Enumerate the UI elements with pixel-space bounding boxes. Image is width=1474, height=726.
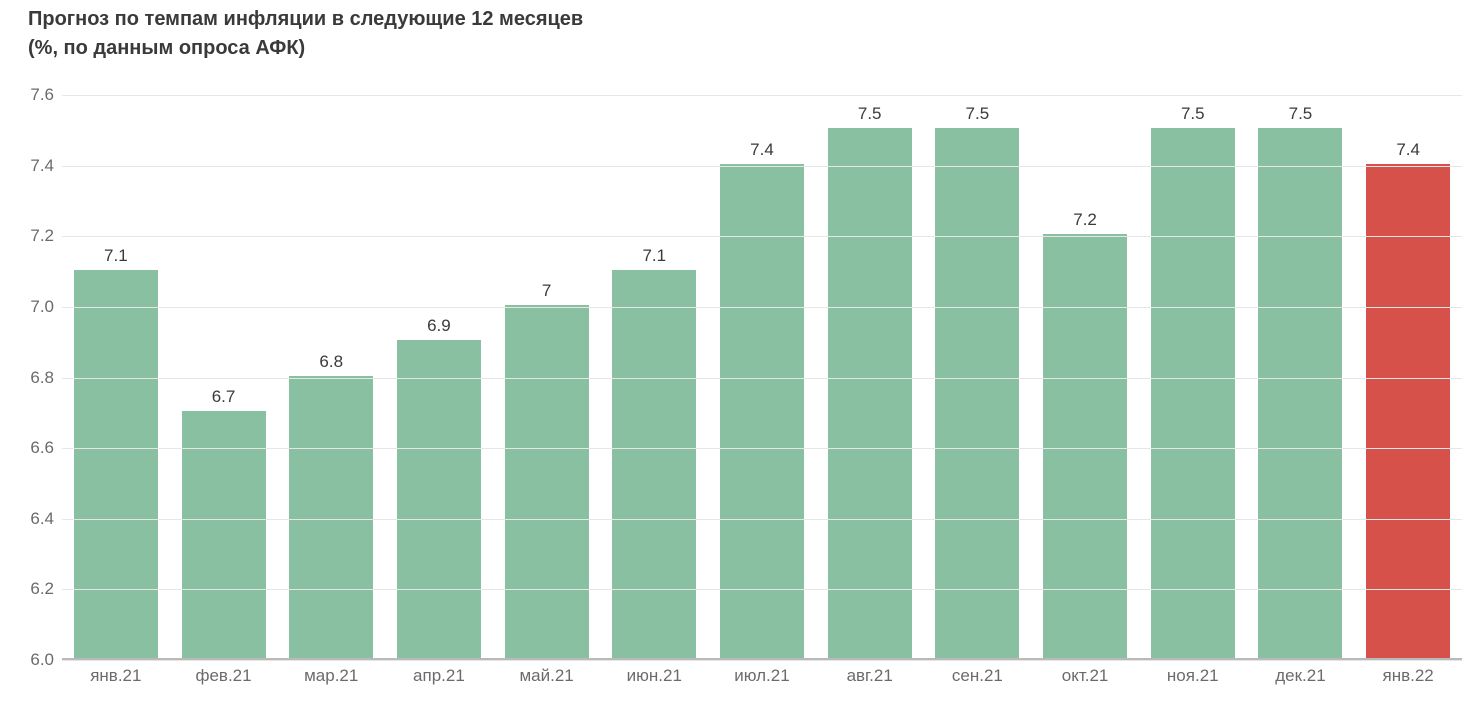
- bar: 7.5: [828, 128, 912, 658]
- bar: 7.1: [74, 270, 158, 658]
- bar-slot: 7.2окт.21: [1031, 95, 1139, 658]
- bar-value-label: 6.7: [212, 387, 236, 407]
- plot-area: 7.1янв.216.7фев.216.8мар.216.9апр.217май…: [62, 95, 1462, 660]
- grid-line: [62, 95, 1462, 96]
- y-tick-label: 6.2: [30, 579, 54, 599]
- bars-container: 7.1янв.216.7фев.216.8мар.216.9апр.217май…: [62, 95, 1462, 658]
- x-tick-label: янв.21: [90, 666, 141, 686]
- bar-slot: 7.5авг.21: [816, 95, 924, 658]
- grid-line: [62, 589, 1462, 590]
- x-tick-label: янв.22: [1383, 666, 1434, 686]
- bar-slot: 7.5сен.21: [924, 95, 1032, 658]
- bar-slot: 7.5ноя.21: [1139, 95, 1247, 658]
- bar-value-label: 7.5: [1289, 104, 1313, 124]
- bar-value-label: 7.4: [1396, 140, 1420, 160]
- x-tick-label: авг.21: [847, 666, 893, 686]
- bar-value-label: 7.5: [858, 104, 882, 124]
- bar-value-label: 7.5: [1181, 104, 1205, 124]
- bar-value-label: 7: [542, 281, 551, 301]
- bar-slot: 7май.21: [493, 95, 601, 658]
- chart-title-line2: (%, по данным опроса АФК): [28, 37, 583, 60]
- bar: 7.5: [1151, 128, 1235, 658]
- chart-title: Прогноз по темпам инфляции в следующие 1…: [28, 8, 583, 60]
- bar-value-label: 7.1: [642, 246, 666, 266]
- bar-value-label: 7.1: [104, 246, 128, 266]
- x-tick-label: май.21: [519, 666, 573, 686]
- grid-line: [62, 236, 1462, 237]
- bar-value-label: 6.9: [427, 316, 451, 336]
- grid-line: [62, 519, 1462, 520]
- bar: 7.5: [935, 128, 1019, 658]
- x-tick-label: мар.21: [304, 666, 358, 686]
- x-tick-label: апр.21: [413, 666, 465, 686]
- x-tick-label: окт.21: [1062, 666, 1109, 686]
- bar-value-label: 6.8: [319, 352, 343, 372]
- bar-slot: 7.1июн.21: [600, 95, 708, 658]
- y-tick-label: 7.2: [30, 226, 54, 246]
- bar-slot: 7.4янв.22: [1354, 95, 1462, 658]
- bar: 7.4: [720, 164, 804, 658]
- bar-value-label: 7.4: [750, 140, 774, 160]
- bar: 6.9: [397, 340, 481, 658]
- x-tick-label: сен.21: [952, 666, 1003, 686]
- bar: 7: [505, 305, 589, 658]
- x-tick-label: фев.21: [195, 666, 251, 686]
- bar-value-label: 7.5: [966, 104, 990, 124]
- bar-slot: 6.9апр.21: [385, 95, 493, 658]
- bar: 7.1: [612, 270, 696, 658]
- chart-title-line1: Прогноз по темпам инфляции в следующие 1…: [28, 8, 583, 31]
- bar: 7.5: [1258, 128, 1342, 658]
- grid-line: [62, 378, 1462, 379]
- grid-line: [62, 166, 1462, 167]
- bar-slot: 6.7фев.21: [170, 95, 278, 658]
- y-tick-label: 6.0: [30, 650, 54, 670]
- x-tick-label: дек.21: [1275, 666, 1325, 686]
- bar-value-label: 7.2: [1073, 210, 1097, 230]
- bar: 6.8: [289, 376, 373, 659]
- x-tick-label: ноя.21: [1167, 666, 1219, 686]
- y-tick-label: 6.6: [30, 438, 54, 458]
- y-tick-label: 6.8: [30, 368, 54, 388]
- y-tick-label: 6.4: [30, 509, 54, 529]
- grid-line: [62, 448, 1462, 449]
- y-tick-label: 7.0: [30, 297, 54, 317]
- bar-slot: 7.1янв.21: [62, 95, 170, 658]
- y-tick-label: 7.4: [30, 156, 54, 176]
- y-tick-label: 7.6: [30, 85, 54, 105]
- grid-line: [62, 660, 1462, 661]
- grid-line: [62, 307, 1462, 308]
- bar: 7.4: [1366, 164, 1450, 658]
- bar-slot: 6.8мар.21: [277, 95, 385, 658]
- x-tick-label: июл.21: [734, 666, 789, 686]
- bar-slot: 7.4июл.21: [708, 95, 816, 658]
- bar-slot: 7.5дек.21: [1247, 95, 1355, 658]
- x-tick-label: июн.21: [627, 666, 682, 686]
- bar: 7.2: [1043, 234, 1127, 658]
